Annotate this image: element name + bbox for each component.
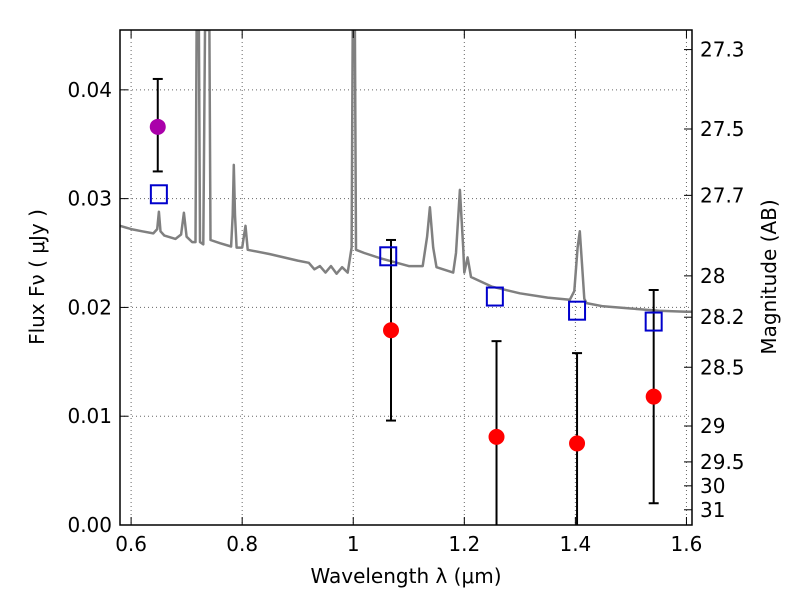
data-point-circle	[645, 388, 662, 405]
y-tick-label: 0.01	[67, 404, 112, 428]
right-tick-label: 28	[700, 264, 725, 288]
right-tick-label: 28.2	[700, 305, 745, 329]
data-point-square	[644, 311, 663, 332]
data-point-circle	[383, 322, 400, 339]
plot-area	[120, 30, 692, 525]
data-point-square	[149, 184, 168, 205]
right-tick-label: 29	[700, 414, 725, 438]
right-tick-label: 31	[700, 498, 725, 522]
data-point-circle	[149, 118, 166, 135]
x-tick-label: 0.6	[115, 532, 147, 556]
y-axis-label: Flux Fν ( μJy )	[25, 209, 49, 345]
plot-frame	[119, 29, 693, 526]
data-point-square	[379, 246, 398, 267]
y-tick-label: 0.02	[67, 295, 112, 319]
y-tick-label: 0.00	[67, 513, 112, 537]
data-point-circle	[488, 428, 505, 445]
x-axis-label: Wavelength λ (μm)	[310, 564, 501, 588]
x-tick-label: 1.6	[671, 532, 703, 556]
right-tick-label: 29.5	[700, 450, 745, 474]
data-point-square	[485, 286, 504, 307]
right-tick-label: 27.7	[700, 183, 745, 207]
right-tick-label: 27.3	[700, 38, 745, 62]
x-tick-label: 1.4	[559, 532, 591, 556]
y-tick-label: 0.03	[67, 187, 112, 211]
right-tick-label: 27.5	[700, 117, 745, 141]
model-spectrum-line	[120, 30, 692, 314]
data-point-square	[568, 300, 587, 321]
right-tick-label: 30	[700, 474, 725, 498]
y-tick-label: 0.04	[67, 78, 112, 102]
x-tick-label: 1	[347, 532, 360, 556]
data-point-circle	[569, 435, 586, 452]
ticks: 0.6 0.8 1 1.2 1.4 1.6 0.00 0.01 0.02 0.03 0.04 27.3…	[67, 30, 745, 556]
right-tick-label: 28.5	[700, 355, 745, 379]
x-tick-label: 1.2	[448, 532, 480, 556]
right-axis-label: Magnitude (AB)	[757, 199, 781, 354]
x-tick-label: 0.8	[226, 532, 258, 556]
